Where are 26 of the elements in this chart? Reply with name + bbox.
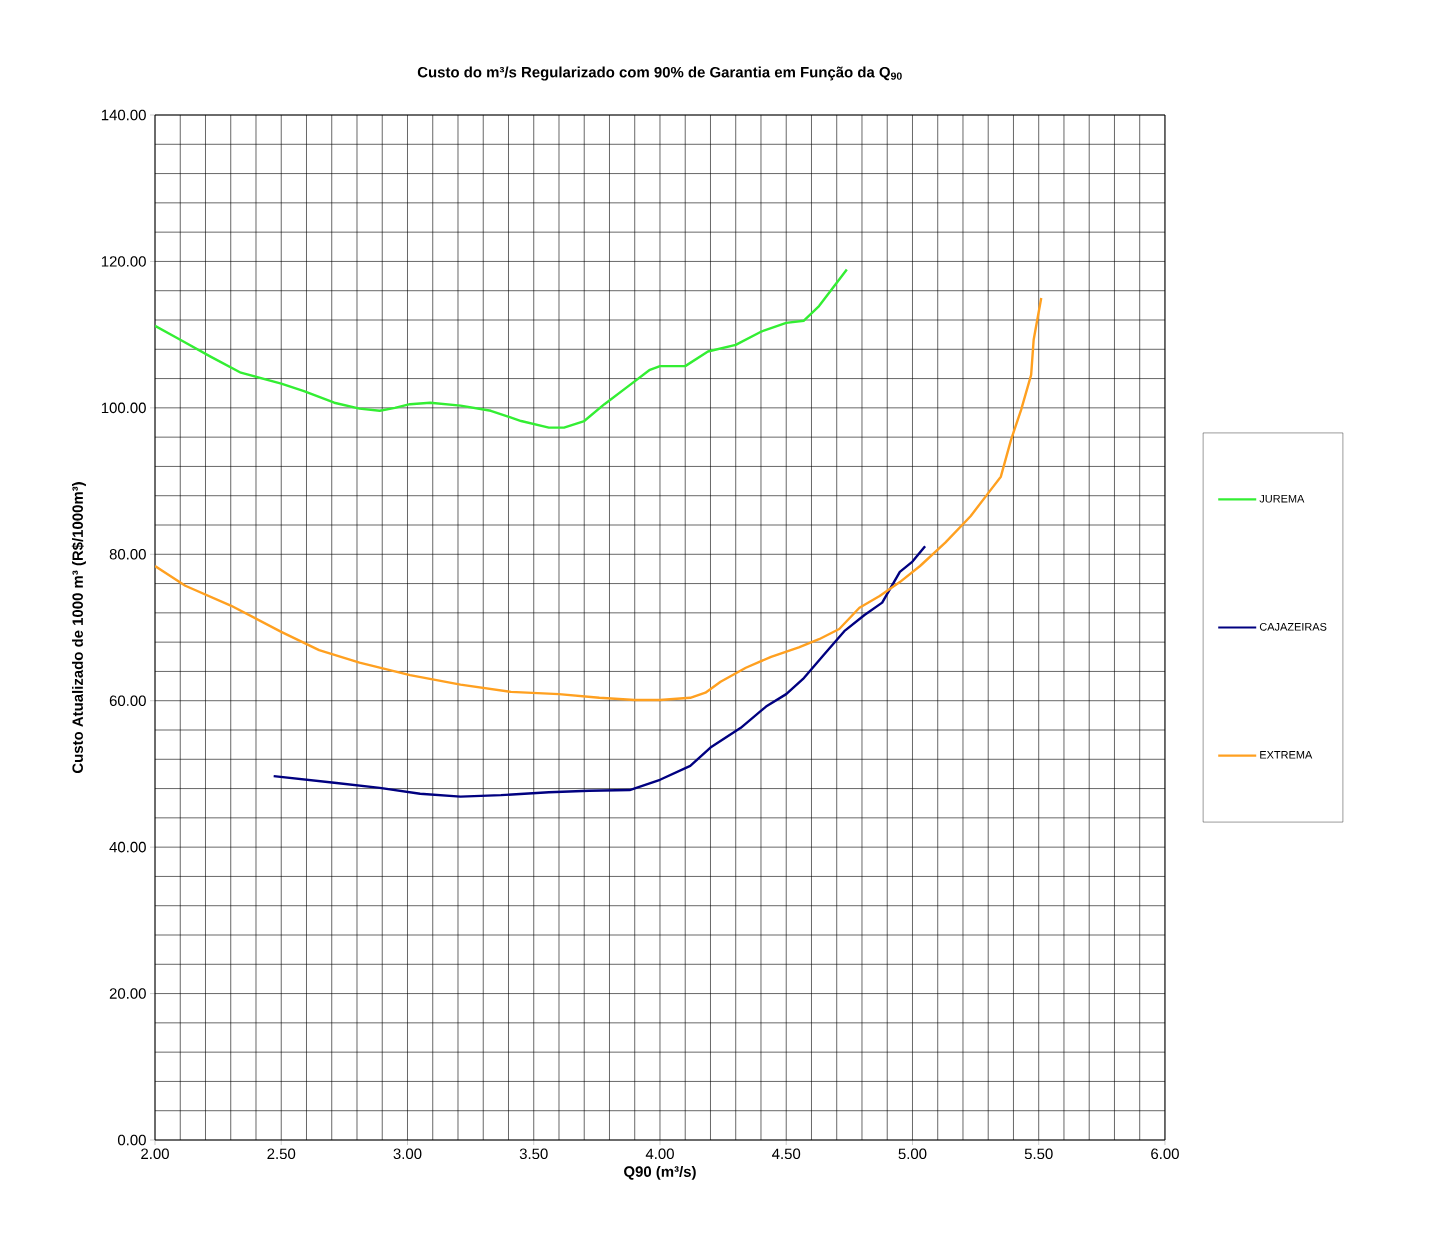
- y-tick-label: 140.00: [101, 109, 146, 121]
- y-tick-label: 100.00: [101, 402, 146, 414]
- x-tick-label: 4.50: [772, 1148, 801, 1160]
- x-tick-label: 2.00: [141, 1148, 169, 1160]
- x-tick-label: 3.50: [519, 1148, 548, 1160]
- y-tick-label: 20.00: [109, 988, 146, 999]
- chart-title: Custo do m³/s Regularizado com 90% de Garantia em Função da Q$_{90}$: [417, 66, 902, 81]
- x-tick-label: 5.50: [1024, 1148, 1053, 1160]
- line-series: [155, 296, 1043, 702]
- line-series: [155, 268, 849, 429]
- y-tick-label: 0.00: [117, 1134, 146, 1146]
- x-tick-label: 5.00: [898, 1148, 927, 1160]
- y-tick-label: 60.00: [109, 695, 146, 706]
- y-axis-title: Custo Atualizado de 1000 m³ (R$/1000m³): [71, 482, 86, 774]
- y-tick-label: 120.00: [101, 256, 146, 267]
- x-tick-label: 2.50: [267, 1148, 296, 1160]
- legend-label: JUREMA: [1259, 494, 1305, 503]
- y-tick-label: 40.00: [109, 841, 146, 853]
- x-tick-label: 6.00: [1151, 1148, 1179, 1160]
- x-tick-label: 3.00: [393, 1148, 422, 1160]
- x-tick-label: 4.00: [645, 1148, 674, 1160]
- legend-label: EXTREMA: [1260, 751, 1313, 759]
- y-tick-label: 80.00: [109, 548, 146, 560]
- x-axis-title: Q90 (m³/s): [624, 1165, 696, 1180]
- legend-label: CAJAZEIRAS: [1259, 622, 1327, 631]
- line-series: [272, 545, 927, 798]
